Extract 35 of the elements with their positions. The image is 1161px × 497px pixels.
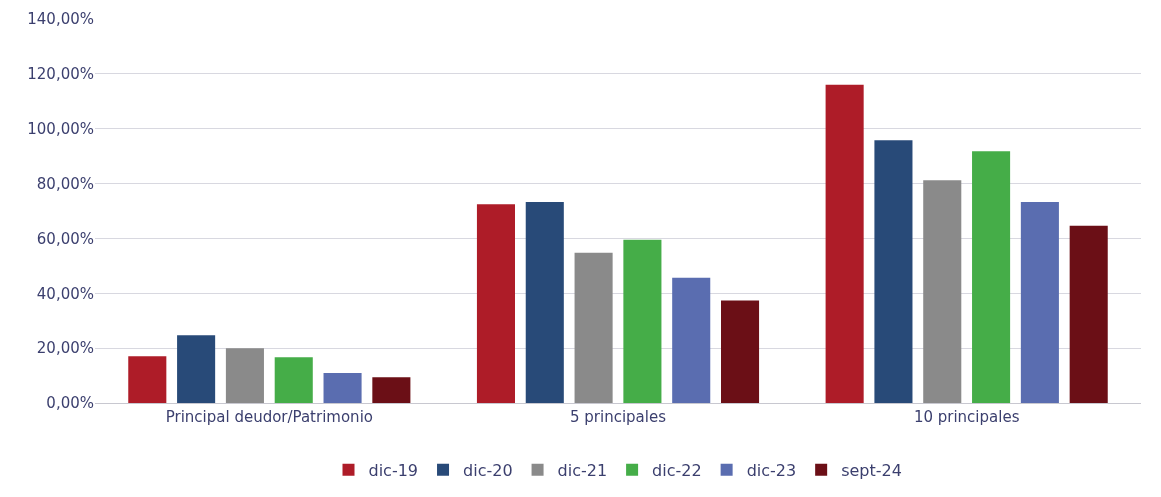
y-tick-label: 120,00% <box>27 65 94 84</box>
bar <box>128 356 167 403</box>
bar <box>372 377 411 403</box>
legend-label: sept-24 <box>841 461 902 481</box>
bar <box>1069 225 1108 403</box>
bar <box>225 348 264 403</box>
bar <box>721 300 760 403</box>
y-tick-label: 40,00% <box>36 284 94 303</box>
bar <box>825 84 864 403</box>
y-tick-label: 60,00% <box>36 229 94 248</box>
legend-label: dic-19 <box>368 461 419 481</box>
bar <box>274 357 313 403</box>
bar <box>476 204 515 403</box>
legend-label: dic-23 <box>746 461 797 481</box>
bar <box>972 151 1011 403</box>
bar <box>1020 201 1059 403</box>
bar <box>672 277 711 403</box>
x-tick-label: 5 principales <box>569 408 667 426</box>
y-tick-label: 20,00% <box>36 339 94 358</box>
y-tick-label: 100,00% <box>27 119 94 138</box>
legend-label: dic-21 <box>557 461 608 481</box>
x-tick-label: 10 principales <box>913 408 1020 426</box>
x-tick-label: Principal deudor/Patrimonio <box>165 408 373 426</box>
bar <box>323 373 362 403</box>
y-tick-label: 0,00% <box>46 394 94 413</box>
bar <box>623 239 662 403</box>
bar <box>177 335 216 403</box>
bar <box>874 140 913 403</box>
bar <box>923 180 962 403</box>
bar <box>574 252 613 403</box>
bar <box>525 201 564 403</box>
legend-label: dic-22 <box>652 461 702 481</box>
y-tick-label: 140,00% <box>27 10 94 29</box>
y-tick-label: 80,00% <box>36 174 94 193</box>
legend-label: dic-20 <box>463 461 513 481</box>
